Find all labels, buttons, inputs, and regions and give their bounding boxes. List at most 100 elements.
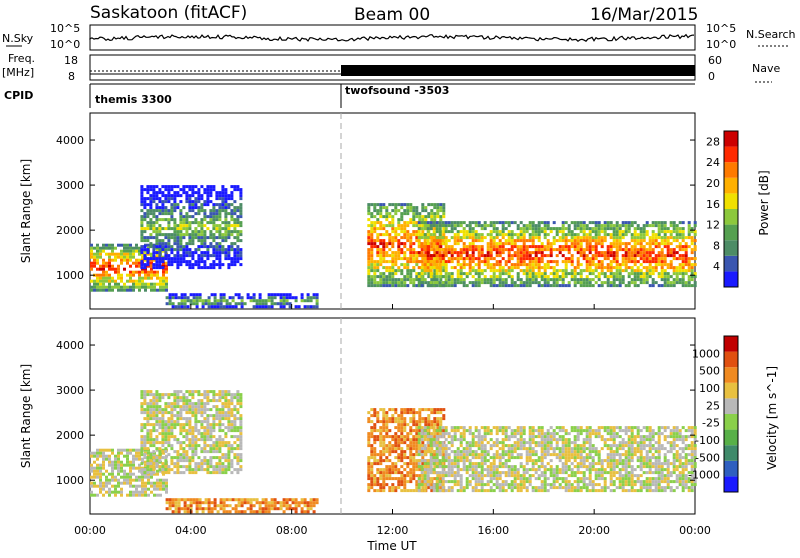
echo-cell [141,488,144,491]
echo-cell [99,467,102,470]
echo-cell [472,251,475,254]
echo-cell [388,420,391,423]
echo-cell [541,275,544,278]
echo-cell [212,444,215,447]
echo-cell [658,263,661,266]
echo-cell [236,453,239,456]
echo-cell [138,494,141,497]
echo-cell [562,233,565,236]
echo-cell [218,260,221,263]
echo-cell [481,281,484,284]
echo-cell [424,444,427,447]
echo-cell [239,206,242,209]
echo-cell [265,501,268,504]
echo-cell [490,254,493,257]
echo-cell [230,396,233,399]
echo-cell [161,194,164,197]
echo-cell [111,265,114,268]
echo-cell [424,266,427,269]
echo-cell [490,242,493,245]
echo-cell [625,227,628,230]
echo-cell [595,236,598,239]
echo-cell [379,281,382,284]
echo-cell [135,244,138,247]
echo-cell [206,200,209,203]
echo-cell [99,449,102,452]
echo-cell [610,248,613,251]
echo-cell [400,248,403,251]
echo-cell [253,498,256,501]
echo-cell [172,296,175,299]
echo-cell [382,257,385,260]
echo-cell [400,206,403,209]
echo-cell [430,272,433,275]
echo-cell [111,452,114,455]
echo-cell [227,468,230,471]
echo-cell [403,426,406,429]
echo-cell [280,507,283,510]
echo-cell [568,251,571,254]
echo-cell [394,462,397,465]
echo-cell [170,414,173,417]
echo-cell [373,423,376,426]
echo-cell [197,393,200,396]
echo-cell [574,227,577,230]
echo-cell [412,441,415,444]
echo-cell [224,200,227,203]
echo-cell [481,248,484,251]
echo-cell [241,305,244,308]
echo-cell [433,221,436,224]
echo-cell [451,251,454,254]
echo-cell [218,191,221,194]
echo-cell [406,438,409,441]
echo-cell [99,485,102,488]
echo-cell [439,423,442,426]
echo-cell [129,256,132,259]
echo-cell [173,224,176,227]
echo-cell [454,257,457,260]
echo-cell [146,390,149,393]
echo-cell [176,390,179,393]
echo-cell [224,417,227,420]
echo-cell [164,185,167,188]
echo-cell [634,221,637,224]
echo-cell [652,281,655,284]
echo-cell [688,278,691,281]
echo-cell [385,278,388,281]
echo-cell [227,444,230,447]
echo-cell [385,432,388,435]
echo-cell [102,467,105,470]
echo-cell [250,299,253,302]
echo-cell [220,302,223,305]
echo-cell [577,233,580,236]
echo-cell [412,260,415,263]
echo-cell [625,230,628,233]
echo-cell [370,239,373,242]
echo-cell [295,510,298,513]
echo-cell [301,507,304,510]
echo-cell [385,254,388,257]
echo-cell [382,471,385,474]
echo-cell [616,254,619,257]
echo-cell [388,224,391,227]
echo-cell [670,263,673,266]
echo-cell [574,221,577,224]
echo-cell [475,269,478,272]
echo-cell [490,281,493,284]
echo-cell [655,221,658,224]
echo-cell [379,242,382,245]
echo-cell [409,468,412,471]
echo-cell [472,233,475,236]
echo-cell [197,248,200,251]
echo-cell [379,420,382,423]
echo-cell [574,236,577,239]
echo-cell [230,257,233,260]
echo-cell [173,399,176,402]
echo-cell [140,266,143,269]
echo-cell [475,272,478,275]
echo-cell [126,280,129,283]
echo-cell [409,218,412,221]
echo-cell [185,420,188,423]
echo-cell [200,468,203,471]
echo-cell [141,286,144,289]
